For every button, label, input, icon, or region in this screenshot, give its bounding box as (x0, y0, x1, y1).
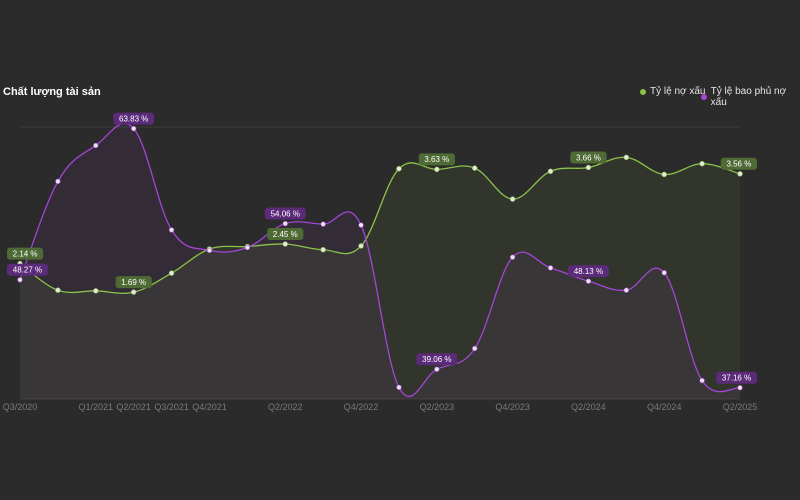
npl-ratio-point[interactable] (55, 287, 61, 293)
coverage-ratio-point[interactable] (585, 278, 592, 284)
data-label-bg (716, 371, 757, 384)
x-tick-label: Q4/2023 (495, 402, 530, 412)
npl-ratio-data-label: 2.14 % (7, 247, 44, 260)
npl-ratio-point[interactable] (320, 247, 326, 253)
coverage-ratio-data-label: 48.27 % (7, 263, 48, 276)
npl-ratio-data-label: 2.45 % (267, 228, 304, 241)
legend-coverage-label: Tỷ lệ bao phủ nợ xấu (710, 86, 787, 108)
coverage-ratio-point[interactable] (244, 244, 251, 251)
data-label-bg (567, 265, 609, 278)
coverage-ratio-point[interactable] (17, 277, 23, 283)
data-label-text: 48.27 % (13, 266, 42, 275)
coverage-ratio-point[interactable] (320, 221, 326, 227)
coverage-ratio-point[interactable] (699, 377, 705, 384)
coverage-ratio-data-label: 54.06 % (264, 207, 306, 220)
npl-ratio-point[interactable] (699, 160, 705, 167)
x-tick-label: Q2/2025 (723, 402, 758, 412)
npl-ratio-point[interactable] (585, 164, 592, 171)
legend-coverage-dot (701, 94, 707, 100)
legend-item-npl-ratio[interactable]: Tỷ lệ nợ xấu (640, 86, 705, 97)
coverage-ratio-point[interactable] (396, 384, 402, 391)
npl-ratio-point[interactable] (509, 196, 516, 202)
npl-ratio-data-label: 1.69 % (115, 276, 152, 289)
data-label-bg (115, 276, 152, 289)
npl-ratio-point[interactable] (282, 241, 288, 247)
npl-ratio-point[interactable] (396, 166, 402, 172)
npl-ratio-point[interactable] (434, 166, 440, 173)
data-label-text: 37.16 % (722, 374, 751, 383)
coverage-ratio-data-label: 48.13 % (567, 265, 609, 278)
coverage-ratio-point[interactable] (358, 222, 364, 228)
data-label-text: 3.66 % (576, 153, 601, 162)
npl-ratio-point[interactable] (130, 289, 137, 295)
npl-ratio-point[interactable] (358, 243, 364, 249)
coverage-ratio-data-label: 37.16 % (716, 371, 757, 384)
npl-ratio-point[interactable] (168, 270, 175, 276)
chart-title: Chất lượng tài sản (3, 86, 101, 98)
npl-ratio-line[interactable] (19, 156, 741, 294)
legend-npl-label: Tỷ lệ nợ xấu (650, 86, 706, 97)
npl-ratio-point[interactable] (472, 165, 478, 171)
data-label-text: 39.06 % (422, 355, 451, 364)
data-label-bg (7, 263, 48, 276)
data-label-text: 1.69 % (121, 278, 146, 287)
data-label-text: 48.13 % (574, 267, 603, 276)
coverage-ratio-point[interactable] (282, 220, 288, 227)
coverage-ratio-area (20, 123, 740, 399)
coverage-ratio-point[interactable] (168, 227, 175, 233)
data-label-text: 2.14 % (13, 249, 38, 258)
data-label-text: 2.45 % (273, 230, 298, 239)
data-label-bg (264, 207, 306, 220)
npl-ratio-area (20, 157, 740, 399)
legend-item-coverage-ratio[interactable]: Tỷ lệ bao phủ nợ xấu (701, 86, 800, 108)
data-label-bg (720, 157, 757, 170)
data-label-text: 3.63 % (424, 155, 449, 164)
x-tick-label: Q4/2024 (647, 402, 682, 412)
x-tick-label: Q4/2022 (344, 402, 379, 412)
data-label-bg (570, 151, 607, 164)
data-label-bg (267, 228, 304, 241)
coverage-ratio-point[interactable] (737, 385, 743, 391)
npl-ratio-data-label: 3.56 % (720, 157, 757, 170)
x-tick-label: Q2/2021 (116, 402, 151, 412)
coverage-ratio-point[interactable] (434, 366, 440, 372)
coverage-ratio-point[interactable] (472, 345, 478, 352)
coverage-ratio-data-label: 39.06 % (416, 353, 458, 366)
coverage-ratio-point[interactable] (661, 270, 667, 276)
coverage-ratio-point[interactable] (509, 254, 516, 260)
data-label-text: 54.06 % (271, 209, 300, 218)
legend-npl-dot (640, 88, 646, 95)
data-label-bg (418, 153, 455, 166)
npl-ratio-point[interactable] (547, 168, 554, 174)
coverage-ratio-point[interactable] (55, 178, 61, 185)
x-tick-label: Q4/2021 (192, 402, 227, 412)
data-label-bg (416, 353, 458, 366)
npl-ratio-data-label: 3.63 % (418, 153, 455, 166)
coverage-ratio-point[interactable] (623, 287, 630, 293)
x-tick-label: Q3/2020 (3, 402, 38, 412)
coverage-ratio-point[interactable] (206, 247, 213, 254)
x-tick-label: Q3/2021 (154, 402, 189, 412)
npl-ratio-point[interactable] (93, 288, 99, 294)
coverage-ratio-data-label: 63.83 % (113, 112, 155, 125)
x-tick-label: Q1/2021 (79, 402, 114, 412)
x-tick-label: Q2/2023 (420, 402, 455, 412)
npl-ratio-point[interactable] (623, 154, 630, 161)
npl-ratio-data-label: 3.66 % (570, 151, 607, 164)
data-label-bg (113, 112, 155, 125)
npl-ratio-point[interactable] (737, 171, 743, 177)
data-label-bg (7, 247, 44, 260)
data-label-text: 3.56 % (726, 160, 751, 169)
x-tick-label: Q2/2024 (571, 402, 606, 412)
npl-ratio-point[interactable] (661, 171, 667, 178)
coverage-ratio-point[interactable] (547, 265, 554, 271)
x-tick-label: Q2/2022 (268, 402, 303, 412)
coverage-ratio-point[interactable] (130, 125, 137, 132)
coverage-ratio-point[interactable] (93, 142, 99, 149)
data-label-text: 63.83 % (119, 114, 148, 123)
